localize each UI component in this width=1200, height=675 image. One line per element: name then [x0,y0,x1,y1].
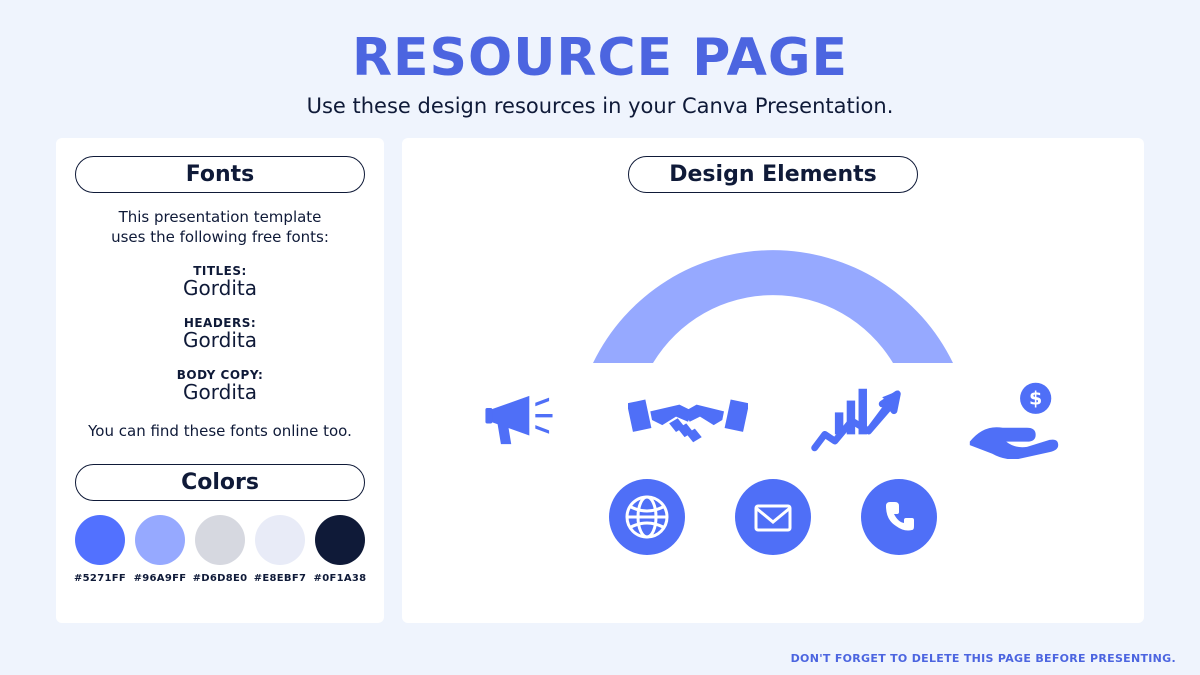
mail-icon [735,479,811,555]
design-elements-heading: Design Elements [628,156,918,193]
body-font: Gordita [177,380,264,404]
footer-note: DON'T FORGET TO DELETE THIS PAGE BEFORE … [791,652,1176,665]
titles-font: Gordita [183,276,257,300]
design-elements-stage: $ [416,193,1130,605]
swatch: #D6D8E0 [192,515,248,584]
swatch-circle [75,515,125,565]
svg-text:$: $ [1029,387,1042,409]
swatch-hex: #5271FF [74,573,126,584]
colors-heading: Colors [75,464,365,501]
fonts-heading: Fonts [75,156,365,193]
color-swatches: #5271FF #96A9FF #D6D8E0 #E8EBF7 #0F1A38 [72,515,368,584]
page-subtitle: Use these design resources in your Canva… [0,94,1200,118]
swatch-circle [135,515,185,565]
fonts-desc-line1: This presentation template [119,208,322,226]
fonts-desc-line2: uses the following free fonts: [111,228,329,246]
font-body-block: BODY COPY: Gordita [177,368,264,404]
swatch-hex: #E8EBF7 [254,573,307,584]
swatch: #96A9FF [132,515,188,584]
megaphone-icon [482,385,568,455]
font-titles-block: TITLES: Gordita [183,264,257,300]
fonts-note: You can find these fonts online too. [88,422,352,440]
fonts-description: This presentation template uses the foll… [111,207,329,248]
design-elements-card: Design Elements [402,138,1144,623]
globe-icon [609,479,685,555]
swatch-circle [195,515,245,565]
swatch: #E8EBF7 [252,515,308,584]
arc-shape [563,223,983,377]
phone-icon [861,479,937,555]
font-headers-block: HEADERS: Gordita [183,316,257,352]
fonts-card: Fonts This presentation template uses th… [56,138,384,623]
growth-chart-icon [808,382,904,458]
swatch-hex: #D6D8E0 [193,573,248,584]
swatch-circle [315,515,365,565]
swatch: #0F1A38 [312,515,368,584]
swatch-hex: #0F1A38 [314,573,367,584]
headers-font: Gordita [183,328,257,352]
swatch-circle [255,515,305,565]
swatch: #5271FF [72,515,128,584]
money-hand-icon: $ [964,381,1064,459]
page-title: RESOURCE PAGE [0,28,1200,88]
swatch-hex: #96A9FF [134,573,187,584]
handshake-icon [628,385,748,455]
